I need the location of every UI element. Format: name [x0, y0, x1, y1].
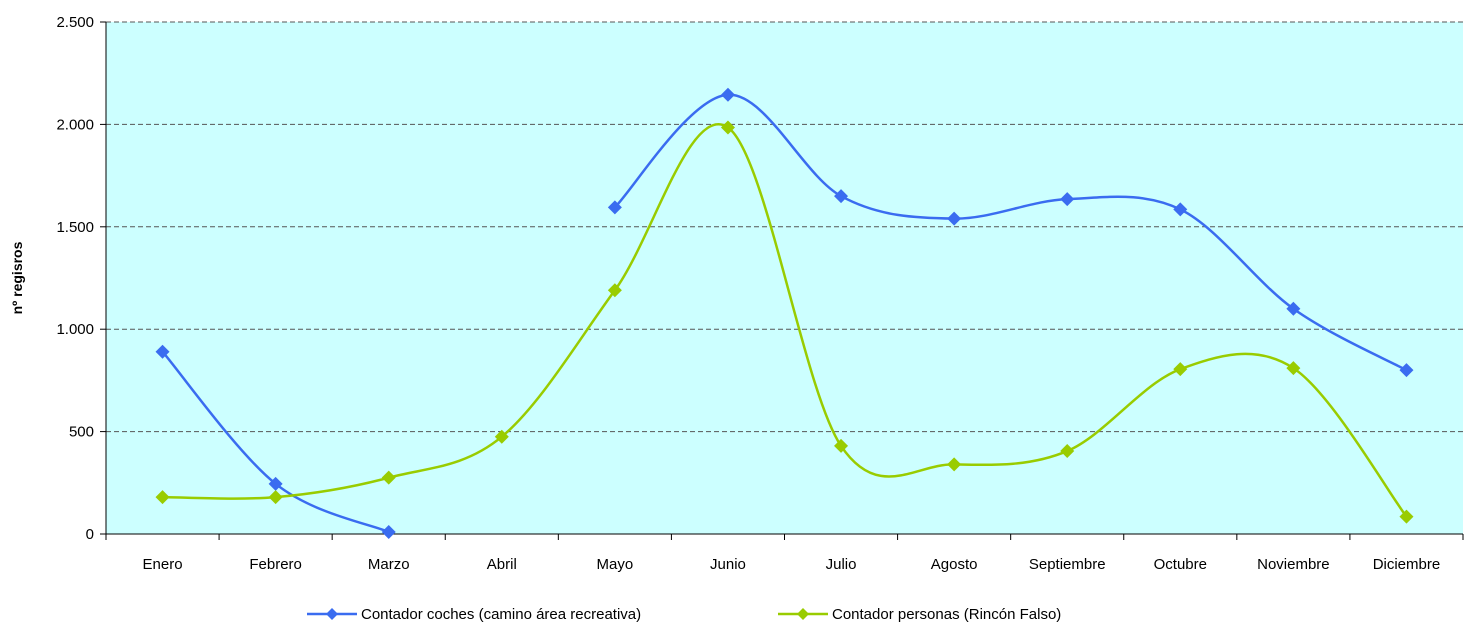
- data-point: [947, 457, 962, 472]
- y-tick-label: 2.000: [56, 116, 94, 133]
- legend-label: Contador coches (camino área recreativa): [361, 606, 641, 623]
- data-point: [1286, 301, 1301, 316]
- data-point: [1173, 362, 1188, 377]
- legend-item-1: Contador coches (camino área recreativa): [307, 606, 641, 623]
- series-line: [162, 123, 1408, 518]
- x-tick-label: Septiembre: [1029, 556, 1106, 573]
- legend: Contador coches (camino área recreativa)…: [307, 606, 1061, 623]
- data-point: [381, 470, 396, 485]
- data-point: [947, 211, 962, 226]
- data-point: [1399, 509, 1414, 524]
- data-point: [607, 283, 622, 298]
- data-point: [1286, 361, 1301, 376]
- data-point: [268, 476, 283, 491]
- x-tick-label: Agosto: [931, 556, 978, 573]
- data-point: [834, 438, 849, 453]
- x-tick-labels: Enero Febrero Marzo Abril Mayo Junio Julio Agos…: [143, 556, 1441, 573]
- series-group: [155, 87, 1414, 539]
- data-point: [720, 120, 735, 135]
- data-point: [381, 524, 396, 539]
- x-tick-label: Marzo: [368, 556, 410, 573]
- y-axis-title: nº regisros: [9, 241, 25, 314]
- data-point: [155, 490, 170, 505]
- legend-marker: [797, 608, 809, 620]
- x-tick-label: Noviembre: [1257, 556, 1330, 573]
- data-point: [494, 429, 509, 444]
- y-tick-label: 0: [86, 526, 94, 543]
- series-2: [155, 120, 1414, 524]
- y-tick-label: 500: [69, 424, 94, 441]
- data-point: [1399, 363, 1414, 378]
- x-tick-label: Diciembre: [1373, 556, 1441, 573]
- series-1: [155, 87, 1414, 539]
- data-point: [607, 200, 622, 215]
- legend-label: Contador personas (Rincón Falso): [832, 606, 1061, 623]
- x-tick-label: Enero: [143, 556, 183, 573]
- data-point: [1060, 192, 1075, 207]
- gridlines: [106, 21, 1463, 433]
- data-point: [1173, 202, 1188, 217]
- legend-item-2: Contador personas (Rincón Falso): [778, 606, 1061, 623]
- data-point: [834, 189, 849, 204]
- x-tick-label: Febrero: [249, 556, 302, 573]
- x-tick-label: Octubre: [1154, 556, 1207, 573]
- y-tick-label: 1.000: [56, 321, 94, 338]
- y-tick-label: 2.500: [56, 14, 94, 31]
- data-point: [1060, 444, 1075, 459]
- axes: [100, 21, 1464, 540]
- x-tick-label: Mayo: [597, 556, 634, 573]
- y-tick-labels: 0 500 1.000 1.500 2.000 2.500: [56, 14, 94, 543]
- data-point: [720, 87, 735, 102]
- x-tick-label: Abril: [487, 556, 517, 573]
- data-point: [155, 344, 170, 359]
- x-tick-label: Julio: [826, 556, 857, 573]
- y-tick-label: 1.500: [56, 219, 94, 236]
- data-point: [268, 490, 283, 505]
- legend-marker: [326, 608, 338, 620]
- x-tick-label: Junio: [710, 556, 746, 573]
